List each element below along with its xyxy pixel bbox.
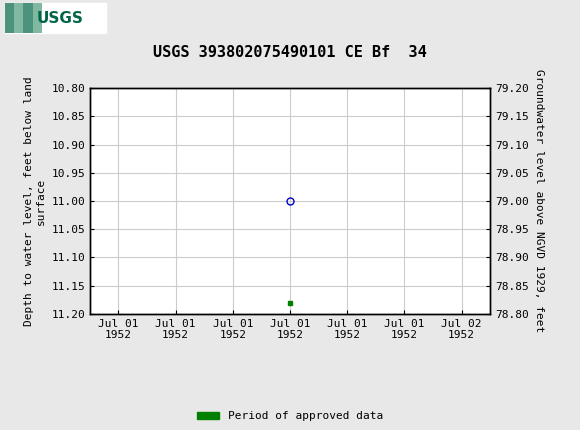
- Text: USGS: USGS: [37, 11, 84, 26]
- FancyBboxPatch shape: [5, 3, 106, 33]
- Y-axis label: Groundwater level above NGVD 1929, feet: Groundwater level above NGVD 1929, feet: [534, 69, 544, 333]
- FancyBboxPatch shape: [14, 3, 23, 33]
- FancyBboxPatch shape: [5, 3, 14, 33]
- Legend: Period of approved data: Period of approved data: [193, 407, 387, 426]
- FancyBboxPatch shape: [23, 3, 33, 33]
- Y-axis label: Depth to water level, feet below land
surface: Depth to water level, feet below land su…: [24, 76, 46, 326]
- FancyBboxPatch shape: [33, 3, 42, 33]
- Text: USGS 393802075490101 CE Bf  34: USGS 393802075490101 CE Bf 34: [153, 45, 427, 60]
